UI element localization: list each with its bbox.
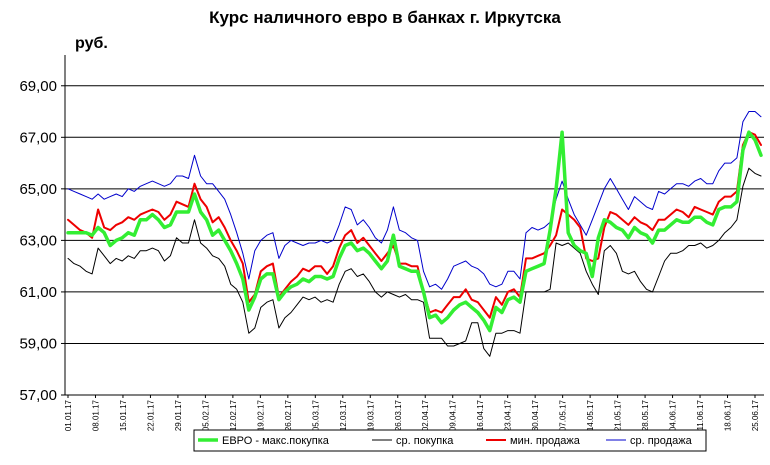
legend-label: ср. продажа [630,435,693,447]
y-tick-layer: 57,00 59,00 61,00 63,00 65,00 67,00 69,00 [19,78,57,404]
x-tick-label: 19.03.17 [366,399,375,431]
legend: ЕВРО - макс.покупка ср. покупка мин. прода… [193,429,707,452]
legend-label: мин. продажа [510,435,581,447]
x-tick-label: 16.04.17 [476,399,485,431]
x-tick-label: 18.06.17 [724,399,733,431]
x-tick-label: 19.02.17 [256,399,265,431]
x-tick-label: 08.01.17 [92,399,101,431]
series-line-1 [67,167,762,357]
legend-label: ЕВРО - макс.покупка [222,435,330,447]
x-tick-label: 05.02.17 [201,399,210,431]
grid-layer [61,55,764,396]
y-tick-label: 65,00 [19,181,57,198]
x-tick-label: 28.05.17 [641,399,650,431]
x-tick-label: 02.04.17 [421,399,430,431]
x-tick-layer: 01.01.17 08.01.17 15.01.17 22.01.17 29.01.17… [64,395,760,431]
x-tick-label: 23.04.17 [504,399,513,431]
x-tick-label: 29.01.17 [174,399,183,431]
chart-title: Курс наличного евро в банках г. Иркутска [209,8,561,27]
x-tick-label: 25.06.17 [751,399,760,431]
x-tick-label: 26.03.17 [394,399,403,431]
y-tick-label: 69,00 [19,78,57,95]
y-axis-unit-label: руб. [75,35,108,52]
x-tick-label: 11.06.17 [696,399,705,430]
x-tick-label: 09.04.17 [449,399,458,431]
x-tick-label: 12.02.17 [229,399,238,431]
series-line-2 [67,131,762,319]
y-tick-label: 57,00 [19,387,57,404]
x-tick-label: 14.05.17 [586,399,595,431]
series-layer [66,111,763,357]
x-tick-label: 07.05.17 [559,399,568,431]
y-tick-label: 63,00 [19,232,57,249]
x-tick-label: 22.01.17 [146,399,155,431]
x-tick-label: 26.02.17 [284,399,293,431]
x-tick-label: 15.01.17 [119,399,128,431]
x-tick-label: 01.01.17 [64,399,73,431]
x-tick-label: 12.03.17 [339,399,348,431]
x-tick-label: 21.05.17 [614,399,623,431]
x-tick-label: 05.03.17 [311,399,320,431]
x-tick-label: 04.06.17 [669,399,678,431]
legend-box [193,429,707,452]
y-tick-label: 67,00 [19,129,57,146]
series-line-0 [66,130,763,333]
legend-label: ср. покупка [396,435,454,447]
y-tick-label: 61,00 [19,284,57,301]
series-line-3 [67,111,762,290]
x-tick-label: 30.04.17 [531,399,540,431]
y-tick-label: 59,00 [19,335,57,352]
